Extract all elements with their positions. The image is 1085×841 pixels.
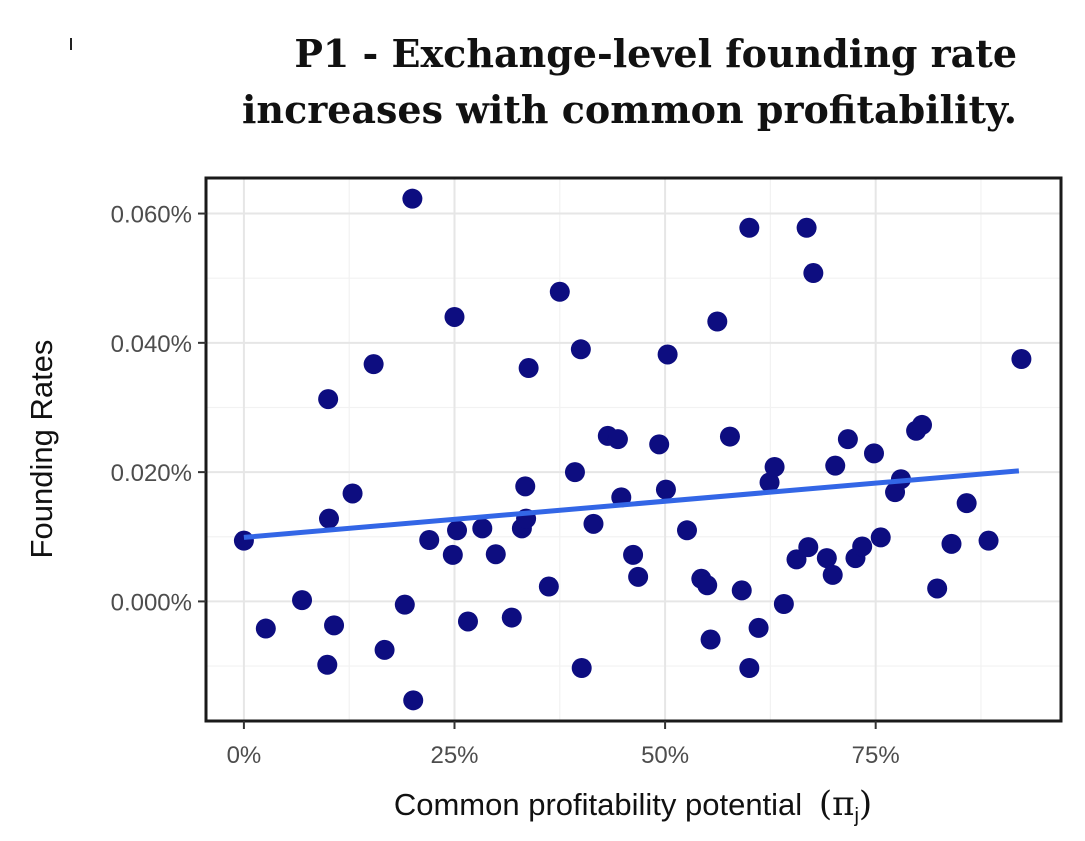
data-point xyxy=(700,629,721,650)
data-point xyxy=(956,493,977,514)
data-point xyxy=(870,527,891,548)
x-axis-title: Common profitability potential (πj) xyxy=(394,784,872,827)
data-point xyxy=(233,530,254,551)
data-point xyxy=(657,344,678,365)
y-tick-label: 0.020% xyxy=(111,460,192,487)
plot-panel-border xyxy=(204,176,1063,723)
x-axis-title-text: Common profitability potential xyxy=(394,787,802,822)
y-tick-label: 0.060% xyxy=(111,202,192,229)
data-point xyxy=(764,456,785,477)
data-point xyxy=(394,594,415,615)
data-point xyxy=(403,690,424,711)
data-point xyxy=(363,354,384,375)
data-point xyxy=(825,455,846,476)
minor-gridlines xyxy=(206,178,1061,721)
data-point xyxy=(748,617,769,638)
data-point xyxy=(318,508,339,529)
x-tick-label: 0% xyxy=(227,742,262,769)
data-point xyxy=(759,472,780,493)
data-point xyxy=(342,483,363,504)
data-point xyxy=(816,548,837,569)
data-point xyxy=(318,389,339,410)
chart-title: P1 - Exchange-level founding rate increa… xyxy=(242,26,1017,138)
data-point xyxy=(515,476,536,497)
x-axis-title-symbol: (π xyxy=(819,784,855,824)
x-tick-label: 50% xyxy=(641,742,689,769)
data-point xyxy=(607,429,628,450)
data-point xyxy=(852,536,873,557)
y-tick-label: 0.040% xyxy=(111,331,192,358)
data-point xyxy=(374,639,395,660)
data-point xyxy=(837,429,858,450)
data-point xyxy=(822,564,843,585)
data-point xyxy=(549,281,570,302)
major-gridlines xyxy=(206,178,1061,721)
x-tick-label: 75% xyxy=(852,742,900,769)
data-point xyxy=(324,615,345,636)
data-point xyxy=(457,611,478,632)
y-axis-title: Founding Rates xyxy=(24,340,59,559)
data-point xyxy=(447,520,468,541)
data-point xyxy=(485,544,506,565)
data-point xyxy=(676,520,697,541)
data-point xyxy=(571,657,592,678)
y-tick-label: 0.000% xyxy=(111,589,192,616)
data-point xyxy=(912,414,933,435)
data-point xyxy=(570,339,591,360)
data-point xyxy=(803,263,824,284)
data-point xyxy=(501,607,522,628)
data-point xyxy=(798,537,819,558)
data-point xyxy=(649,434,670,455)
data-point xyxy=(518,358,539,379)
x-axis-title-subscript: j xyxy=(853,805,858,827)
data-point xyxy=(255,618,276,639)
trend-line-group xyxy=(243,468,1020,540)
data-point xyxy=(442,544,463,565)
data-point xyxy=(583,513,604,534)
data-point xyxy=(628,566,649,587)
data-point xyxy=(719,426,740,447)
stray-mark xyxy=(70,38,72,50)
data-points xyxy=(233,188,1032,711)
data-point xyxy=(697,575,718,596)
data-point xyxy=(655,479,676,500)
axis-ticks: 0% 25% 50% 75% 0.000% 0.020% 0.040% 0.060% xyxy=(111,202,900,769)
title-line-1: P1 - Exchange-level founding rate xyxy=(294,31,1017,76)
data-point xyxy=(623,544,644,565)
data-point xyxy=(402,188,423,209)
data-point xyxy=(444,306,465,327)
title-line-2: increases with common profitability. xyxy=(242,87,1017,132)
x-tick-label: 25% xyxy=(430,742,478,769)
data-point xyxy=(419,530,440,550)
data-point xyxy=(707,311,728,332)
data-point xyxy=(796,217,817,238)
data-point xyxy=(927,578,948,599)
trend-line xyxy=(243,468,1020,540)
data-point xyxy=(731,580,752,601)
data-point xyxy=(292,590,313,611)
data-point xyxy=(978,530,999,551)
data-point xyxy=(773,593,794,614)
data-point xyxy=(863,443,884,464)
data-point xyxy=(472,518,493,539)
data-point xyxy=(739,657,760,678)
data-point xyxy=(1011,349,1032,369)
data-point xyxy=(317,654,338,675)
data-point xyxy=(538,576,559,597)
x-axis-title-close: ) xyxy=(859,784,872,824)
data-point xyxy=(739,217,760,238)
data-point xyxy=(564,462,585,483)
data-point xyxy=(941,533,962,554)
